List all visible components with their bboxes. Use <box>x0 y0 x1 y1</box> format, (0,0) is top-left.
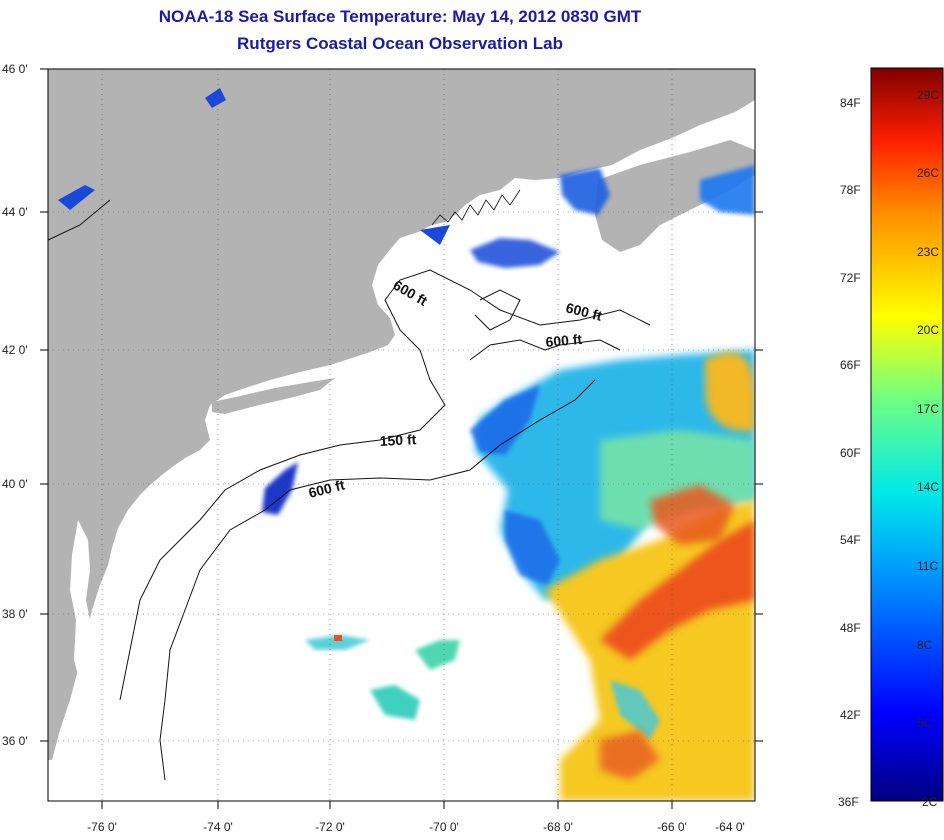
sst-dot-hot <box>334 635 342 641</box>
cb-c-2: 2C <box>922 795 938 809</box>
sst-cold-patch-offshore <box>700 165 755 215</box>
lat-label-42: 42 0' <box>2 343 28 357</box>
sst-field <box>58 88 755 801</box>
sst-cold-small-1 <box>205 88 226 108</box>
map-body <box>48 69 755 801</box>
cb-c-17: 17C <box>917 402 940 416</box>
lat-label-36: 36 0' <box>2 734 28 748</box>
contour-label-150ft: 150 ft <box>379 431 417 449</box>
lon-label-76: -76 0' <box>87 820 117 834</box>
cb-c-5: 5C <box>917 716 933 730</box>
bathymetry-contours <box>48 199 651 781</box>
colorbar <box>870 67 944 802</box>
sst-warm-core-ring <box>705 352 755 432</box>
sst-patch-center-2 <box>415 640 460 670</box>
contour-150ft <box>119 269 651 701</box>
map-subtitle: Rutgers Coastal Ocean Observation Lab <box>237 34 563 53</box>
sst-patch-center-3 <box>305 635 370 650</box>
sst-cool-filament <box>610 680 660 740</box>
lat-label-40: 40 0' <box>2 477 28 491</box>
coastline-detail <box>431 189 521 226</box>
cb-f-78: 78F <box>840 183 861 197</box>
chesapeake-bay <box>70 520 92 690</box>
sst-cold-edge <box>470 385 540 455</box>
cb-c-29: 29C <box>917 88 940 102</box>
lon-label-74: -74 0' <box>203 820 233 834</box>
sst-hot-eddy <box>650 485 735 545</box>
cb-f-66: 66F <box>840 358 861 372</box>
lat-label-38: 38 0' <box>2 607 28 621</box>
graticule <box>48 69 755 801</box>
cb-c-14: 14C <box>917 480 940 494</box>
longitude-labels: -76 0' -74 0' -72 0' -70 0' -68 0' -66 0… <box>87 820 745 834</box>
lon-label-64: -64 0' <box>715 820 745 834</box>
map-frame <box>47 68 756 802</box>
land-mainland <box>48 69 755 780</box>
sst-cold-patch-gulf-of-maine <box>470 238 560 268</box>
cb-f-72: 72F <box>840 271 861 285</box>
sst-patch-center-1 <box>370 685 420 720</box>
sst-gulf-stream-hot <box>600 520 755 660</box>
sst-cold-small-2 <box>58 185 95 210</box>
latitude-labels: 46 0' 44 0' 42 0' 40 0' 38 0' 36 0' <box>2 62 28 748</box>
sst-cold-band <box>505 510 560 585</box>
cb-c-20: 20C <box>917 323 940 337</box>
lon-label-68: -68 0' <box>543 820 573 834</box>
cb-f-54: 54F <box>840 533 861 547</box>
sst-hot-south <box>600 730 660 780</box>
land-nova-scotia <box>595 140 755 252</box>
cb-f-48: 48F <box>840 621 861 635</box>
map-title: NOAA-18 Sea Surface Temperature: May 14,… <box>158 7 642 26</box>
cb-f-36: 36F <box>838 795 859 809</box>
delaware-bay <box>130 508 158 548</box>
cb-c-26: 26C <box>917 166 940 180</box>
lat-label-46: 46 0' <box>2 62 28 76</box>
tick-marks <box>40 68 763 809</box>
mainland-lowlands <box>48 760 65 801</box>
lon-label-72: -72 0' <box>315 820 345 834</box>
cb-f-84: 84F <box>840 96 861 110</box>
land-long-island <box>212 378 335 414</box>
lon-label-70: -70 0' <box>429 820 459 834</box>
sst-cold-patch-nova-scotia <box>560 168 610 215</box>
contour-gulf-of-maine <box>469 289 621 361</box>
sst-cold-ny-bight <box>262 462 298 515</box>
cb-c-11: 11C <box>917 559 939 573</box>
cb-f-42: 42F <box>840 708 861 722</box>
contour-label-600ft-georges: 600 ft <box>545 331 583 350</box>
colorbar-gradient <box>870 67 944 802</box>
cb-c-23: 23C <box>917 245 940 259</box>
lat-label-44: 44 0' <box>2 205 28 219</box>
contour-600ft-shelf <box>48 199 596 781</box>
cb-c-8: 8C <box>917 638 933 652</box>
lon-label-66: -66 0' <box>657 820 687 834</box>
sst-cold-small-3 <box>420 225 450 245</box>
cb-f-60: 60F <box>840 446 861 460</box>
